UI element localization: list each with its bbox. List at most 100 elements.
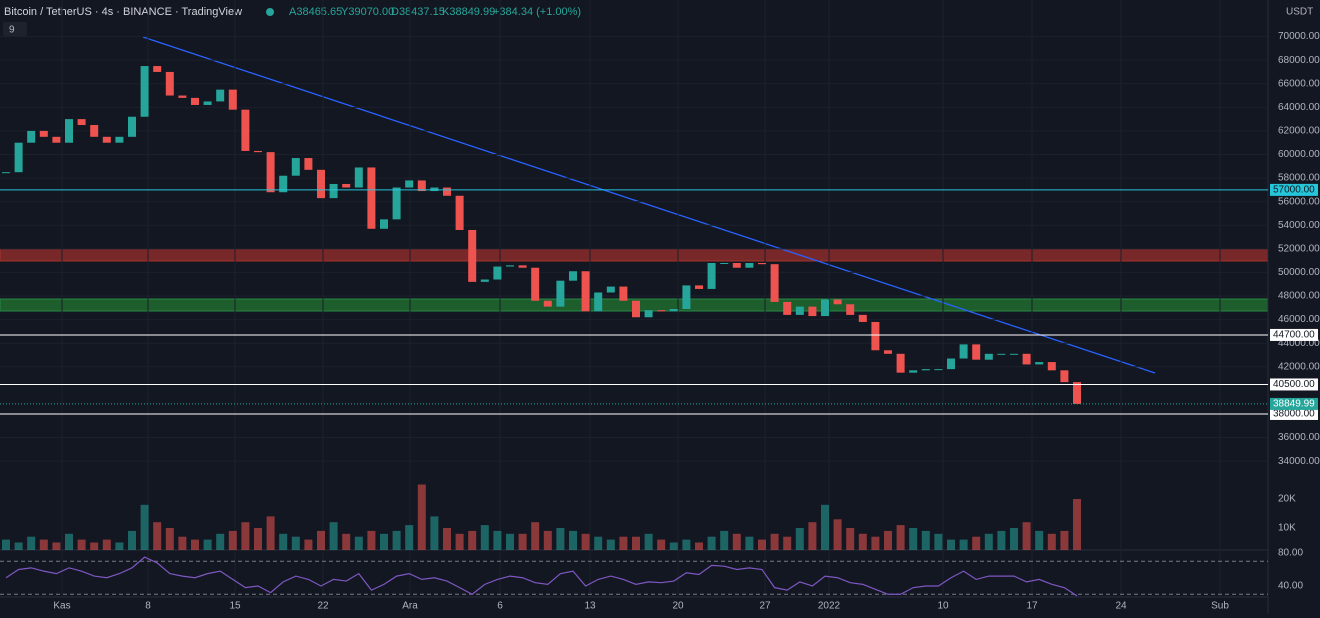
volume-bar xyxy=(984,533,993,550)
candle xyxy=(52,136,61,143)
volume-bar xyxy=(279,533,288,550)
y-tick-label: 46000.00 xyxy=(1278,314,1320,325)
volume-bar xyxy=(770,533,779,550)
volume-bar xyxy=(947,539,955,550)
candle xyxy=(165,71,174,96)
candle xyxy=(405,180,414,188)
candle xyxy=(556,280,565,307)
volume-bar xyxy=(1010,528,1018,550)
candle xyxy=(632,300,640,318)
volume-bar xyxy=(266,516,275,550)
volume-bar xyxy=(216,533,225,550)
volume-bar xyxy=(455,533,464,550)
volume-bar xyxy=(291,536,300,550)
volume-bar xyxy=(896,525,905,550)
candle xyxy=(833,299,842,305)
volume-bar xyxy=(77,539,86,550)
candle xyxy=(342,183,351,188)
candle xyxy=(27,130,36,143)
candle xyxy=(783,301,792,315)
candle xyxy=(795,306,804,315)
candle xyxy=(644,310,653,318)
candle xyxy=(581,271,590,312)
level-label: 38000.00 xyxy=(1273,409,1315,420)
candle xyxy=(669,308,678,312)
candle xyxy=(531,267,540,301)
volume-bar xyxy=(821,504,829,550)
level-label: 40500.00 xyxy=(1273,379,1315,390)
candle xyxy=(921,369,930,371)
x-tick-label: 8 xyxy=(145,601,151,612)
close: K38849.99 xyxy=(442,6,495,18)
candle xyxy=(468,229,477,282)
candle xyxy=(972,344,981,360)
volume-bar xyxy=(27,536,36,550)
x-tick-label: 27 xyxy=(759,601,771,612)
candle xyxy=(682,285,691,309)
volume-bar xyxy=(543,530,552,550)
candle xyxy=(241,109,250,151)
candle xyxy=(254,150,262,153)
volume-bar xyxy=(606,539,615,550)
candle xyxy=(594,292,603,312)
candle xyxy=(39,130,48,137)
candle xyxy=(934,369,943,371)
candle xyxy=(493,266,502,280)
y-tick-label: 68000.00 xyxy=(1278,55,1320,66)
volume-bar xyxy=(808,522,817,550)
volume-bar xyxy=(115,542,124,550)
y-tick-label: 42000.00 xyxy=(1278,361,1320,372)
candle xyxy=(1060,370,1069,383)
volume-bar xyxy=(871,536,880,550)
last-price-tag xyxy=(1270,397,1318,410)
candle xyxy=(291,158,300,176)
volume-bar xyxy=(569,530,577,550)
volume-bar xyxy=(758,539,766,550)
indicator-box[interactable] xyxy=(3,22,27,36)
level-tag xyxy=(1270,328,1318,341)
candle xyxy=(2,172,10,174)
volume-bar xyxy=(707,536,716,550)
y-tick-label: 64000.00 xyxy=(1278,102,1320,113)
volume-bar xyxy=(405,525,414,550)
volume-bar xyxy=(480,525,489,550)
candle xyxy=(657,310,666,312)
volume-bar xyxy=(354,536,363,550)
volume-bar xyxy=(531,522,540,550)
volume-bar xyxy=(2,539,10,550)
change: +384.34 (+1.00%) xyxy=(493,6,581,18)
candle xyxy=(619,286,628,301)
candle xyxy=(90,125,99,137)
level-tag xyxy=(1270,378,1318,391)
low: D38437.15 xyxy=(391,6,445,18)
candle xyxy=(997,353,1006,355)
volume-bar xyxy=(1047,533,1056,550)
volume-bar xyxy=(934,533,943,550)
indicator-count[interactable]: 9 xyxy=(9,25,15,36)
volume-bar xyxy=(203,539,212,550)
volume-bar xyxy=(102,539,111,550)
volume-bar xyxy=(644,533,653,550)
candle xyxy=(518,265,527,268)
candle xyxy=(279,175,288,193)
candle xyxy=(947,358,955,370)
candle xyxy=(1022,353,1031,365)
volume-tick-label: 10K xyxy=(1278,523,1296,534)
candle xyxy=(140,66,149,117)
y-tick-label: 62000.00 xyxy=(1278,126,1320,137)
volume-bar xyxy=(909,528,918,550)
level-tag xyxy=(1270,183,1318,196)
volume-bar xyxy=(1022,522,1031,550)
candle xyxy=(896,353,905,373)
candle xyxy=(304,158,313,170)
candle xyxy=(846,304,855,315)
candle xyxy=(367,167,376,229)
candle xyxy=(102,136,111,143)
y-tick-label: 50000.00 xyxy=(1278,267,1320,278)
volume-bar xyxy=(657,539,666,550)
volume-bar xyxy=(153,522,162,550)
x-tick-label: 24 xyxy=(1115,601,1127,612)
y-tick-label: 36000.00 xyxy=(1278,432,1320,443)
volume-bar xyxy=(128,530,136,550)
